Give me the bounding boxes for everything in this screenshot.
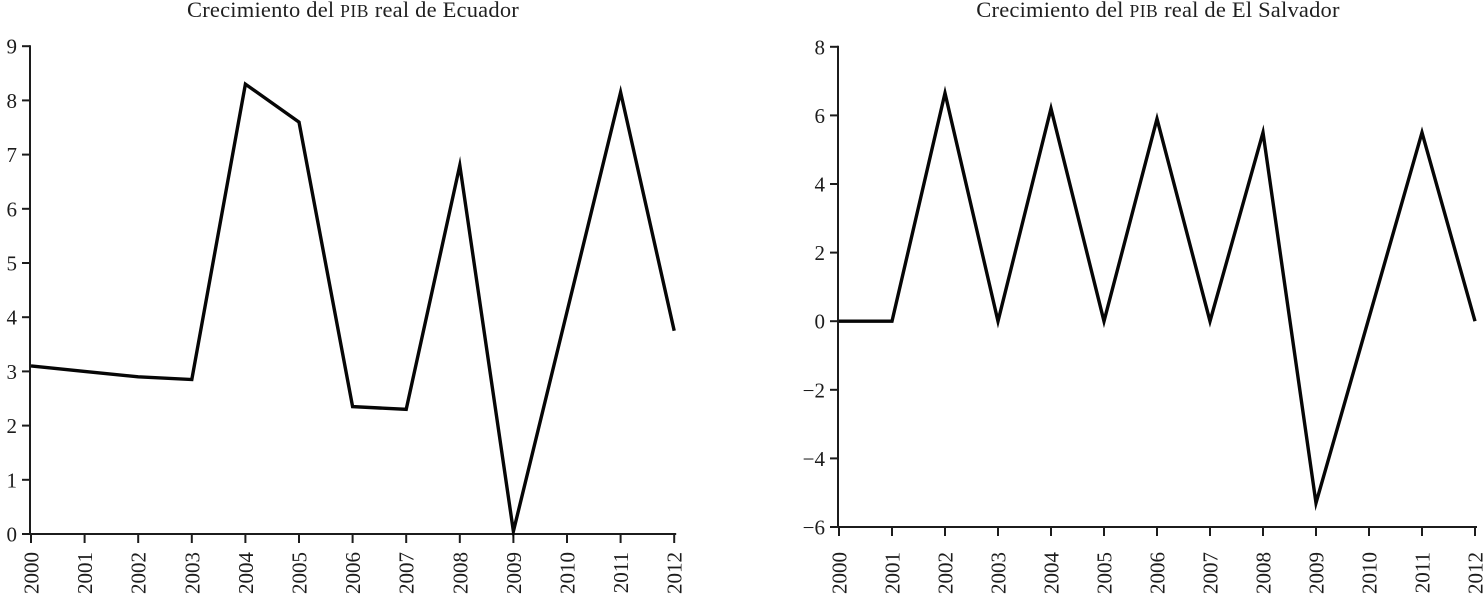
y-tick-label: 2 (815, 241, 826, 265)
x-tick-label: 2000 (828, 552, 852, 594)
y-tick-label: 9 (7, 35, 18, 59)
y-tick-label: 4 (815, 173, 826, 197)
x-tick-label: 2006 (341, 552, 365, 594)
x-tick-label: 2004 (1040, 552, 1064, 595)
chart-el-salvador: Crecimiento del PIB real de El Salvador … (742, 0, 1484, 610)
y-tick-label: 3 (7, 360, 18, 384)
x-tick-label: 2002 (934, 552, 958, 594)
y-tick-label: 0 (815, 310, 826, 334)
y-tick-label: 8 (7, 89, 18, 113)
data-line (30, 81, 676, 541)
y-tick-label: 2 (7, 414, 18, 438)
title-prefix: Crecimiento del (187, 0, 341, 22)
x-tick-label: 2012 (1464, 552, 1484, 594)
title-suffix: real de El Salvador (1158, 0, 1340, 22)
y-tick-label: 6 (815, 104, 826, 128)
x-tick-label: 2008 (1252, 552, 1276, 594)
data-line (839, 85, 1477, 512)
x-tick-label: 2005 (288, 552, 312, 594)
y-tick-label: 8 (815, 35, 826, 59)
y-tick-label: −4 (803, 447, 826, 471)
x-tick-label: 2007 (1199, 552, 1223, 594)
y-tick-label: 6 (7, 197, 18, 221)
x-tick-label: 2000 (20, 552, 44, 594)
title-suffix: real de Ecuador (368, 0, 519, 22)
chart-title-ecuador: Crecimiento del PIB real de Ecuador (30, 0, 676, 23)
x-tick-label: 2001 (73, 552, 97, 594)
chart-title-el-salvador: Crecimiento del PIB real de El Salvador (838, 0, 1478, 23)
x-tick-label: 2008 (448, 552, 472, 594)
x-tick-label: 2010 (1358, 552, 1382, 594)
x-tick-label: 2011 (1411, 552, 1435, 593)
x-tick-label: 2002 (127, 552, 151, 594)
x-tick-label: 2011 (609, 552, 633, 593)
y-tick-label: 5 (7, 252, 18, 276)
title-prefix: Crecimiento del (976, 0, 1130, 22)
line-plot-el-salvador: −6 −4 −2 0 2 4 6 8 2000 2001 2002 2003 2004 2005 2006 2… (803, 35, 1484, 595)
chart-ecuador: Crecimiento del PIB real de Ecuador 0 1 2 3… (7, 0, 687, 595)
y-tick-label: 0 (7, 523, 18, 547)
y-tick-label: 7 (7, 143, 18, 167)
x-tick-label: 2012 (663, 552, 687, 594)
x-tick-label: 2010 (556, 552, 580, 594)
title-acronym-pib: PIB (340, 1, 369, 21)
x-tick-label: 2003 (180, 552, 204, 594)
line-plot-ecuador: 0 1 2 3 4 5 6 7 8 9 2000 2001 2002 2003 2004 2005 2006 20… (7, 35, 687, 595)
y-tick-label: 4 (7, 306, 18, 330)
x-tick-label: 2003 (987, 552, 1011, 594)
x-tick-label: 2007 (395, 552, 419, 594)
x-tick-label: 2009 (1305, 552, 1329, 594)
y-tick-label: 1 (7, 468, 18, 492)
y-tick-label: −2 (803, 378, 825, 402)
title-acronym-pib: PIB (1129, 1, 1159, 21)
x-tick-label: 2005 (1093, 552, 1117, 594)
x-tick-label: 2004 (234, 552, 258, 595)
x-tick-label: 2009 (502, 552, 526, 594)
x-tick-label: 2006 (1146, 552, 1170, 594)
y-tick-label: −6 (803, 516, 825, 540)
x-tick-label: 2001 (881, 552, 905, 594)
